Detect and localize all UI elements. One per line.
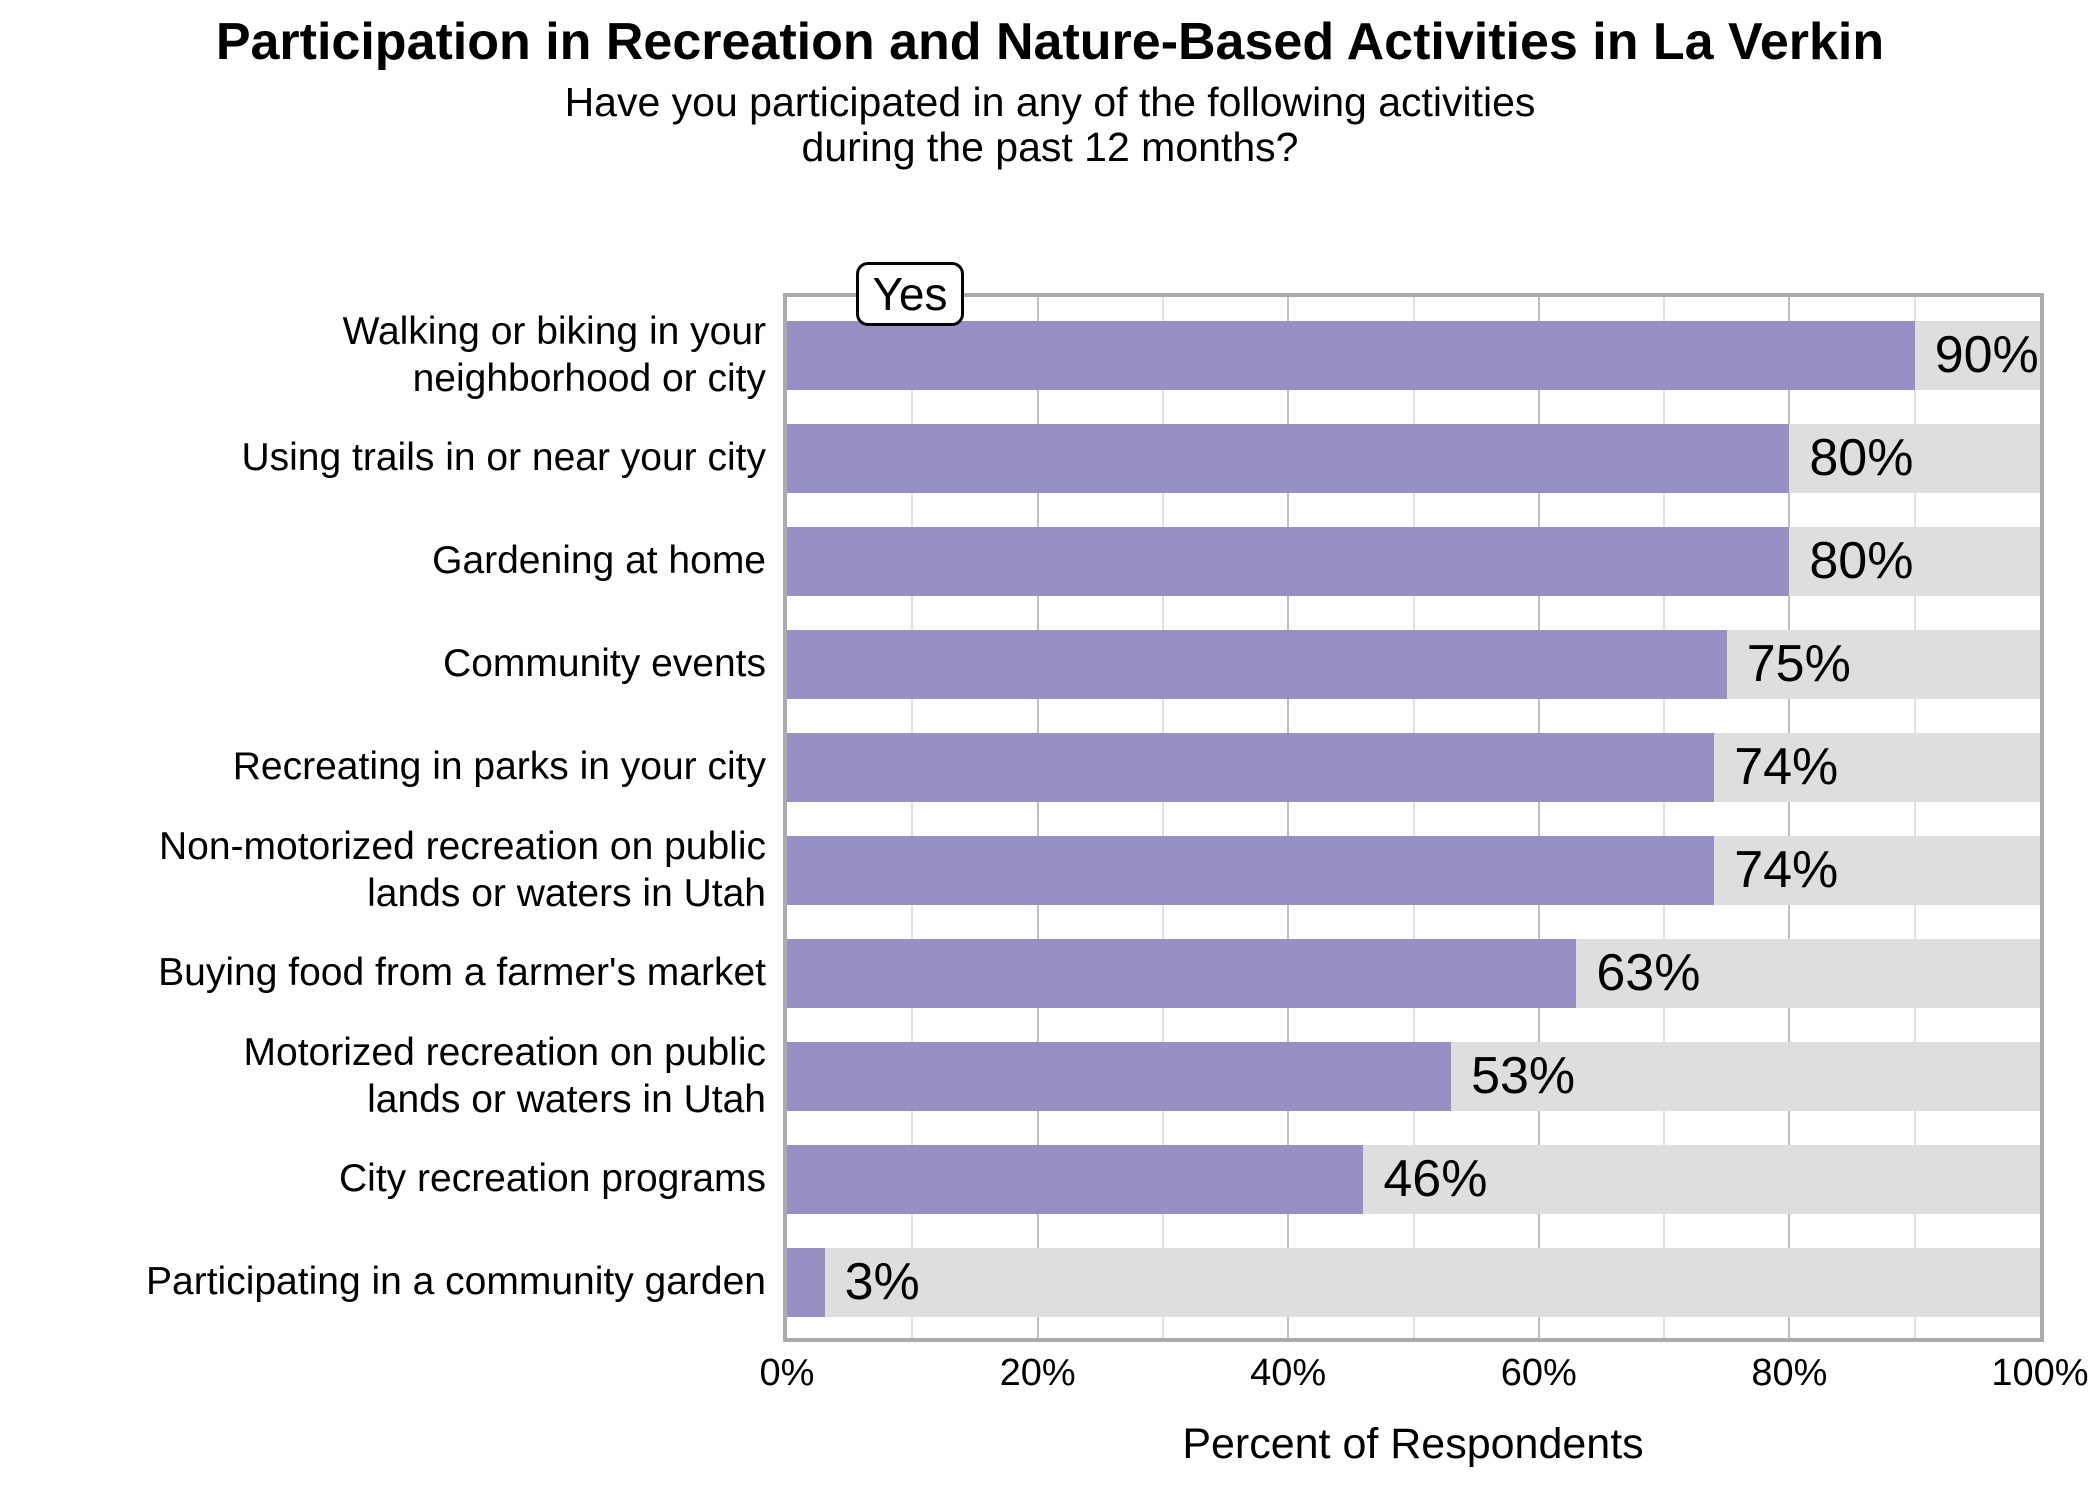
chart-title: Participation in Recreation and Nature-B… [215,13,1885,71]
bar-value-label: 90% [1934,326,2039,384]
x-tick-label-80: 80% [1751,1352,1828,1394]
bar-value-label: 53% [1471,1047,1576,1105]
major-gridline-60 [1537,297,1540,1338]
minor-gridline-50 [1412,297,1415,1338]
category-label: Motorized recreation on public lands or … [243,1031,766,1121]
bar-yes [787,1248,825,1317]
category-label: Non-motorized recreation on public lands… [159,825,766,915]
legend-yes-label: Yes [872,268,948,320]
chart-subtitle: Have you participated in any of the foll… [564,79,1536,171]
x-tick-label-40: 40% [1250,1352,1327,1394]
bar-yes [787,733,1715,802]
bar-value-label: 74% [1734,738,1839,796]
major-gridline-40 [1287,297,1290,1338]
category-label: Participating in a community garden [146,1260,766,1304]
major-gridline-20 [1036,297,1039,1338]
x-tick-label-100: 100% [1991,1352,2089,1394]
bar-value-label: 46% [1383,1150,1488,1208]
bar-yes [787,1042,1452,1111]
bar-value-label: 63% [1596,944,1701,1002]
bar-yes [787,321,1915,390]
bar-track [787,1248,2040,1317]
minor-gridline-70 [1663,297,1666,1338]
x-tick-label-20: 20% [999,1352,1076,1394]
bar-yes [787,1145,1364,1214]
category-label: Walking or biking in your neighborhood o… [342,310,766,400]
category-label: Gardening at home [432,539,766,583]
bar-value-label: 3% [844,1253,920,1311]
x-tick-label-0: 0% [759,1352,815,1394]
category-label: Buying food from a farmer's market [158,951,766,995]
x-tick-label-60: 60% [1500,1352,1577,1394]
category-label: Recreating in parks in your city [232,745,766,789]
bar-value-label: 75% [1746,635,1851,693]
legend-yes-box: Yes [856,262,964,326]
major-gridline-80 [1788,297,1791,1338]
minor-gridline-10 [911,297,914,1338]
x-axis-title: Percent of Respondents [1182,1420,1644,1468]
category-label: Community events [443,642,766,686]
minor-gridline-90 [1913,297,1916,1338]
category-label: City recreation programs [339,1157,766,1201]
plot-area: 90% 80% 80% 75% 74% 74% 63% 53% 46% 3% [783,293,2044,1342]
category-label: Using trails in or near your city [241,436,766,480]
bar-yes [787,527,1790,596]
bar-yes [787,424,1790,493]
bar-value-label: 74% [1734,841,1839,899]
minor-gridline-30 [1161,297,1164,1338]
bar-value-label: 80% [1809,532,1914,590]
bar-yes [787,939,1577,1008]
bar-value-label: 80% [1809,429,1914,487]
bar-yes [787,836,1715,905]
bar-yes [787,630,1727,699]
